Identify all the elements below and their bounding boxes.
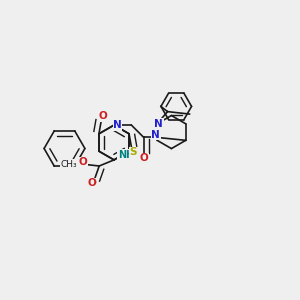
Text: N: N [152,130,160,140]
Text: O: O [99,111,107,121]
Text: O: O [140,153,148,163]
Text: N: N [113,120,122,130]
Text: O: O [78,157,87,167]
Text: N: N [154,119,163,129]
Text: CH₃: CH₃ [61,160,78,169]
Text: NH: NH [118,150,134,160]
Text: O: O [140,153,148,163]
Text: O: O [78,157,87,167]
Text: O: O [87,178,96,188]
Text: S: S [129,147,137,157]
Text: O: O [99,111,107,121]
Text: NH: NH [118,150,134,160]
Text: N: N [113,120,122,130]
Text: O: O [87,178,96,188]
Text: N: N [154,119,163,129]
Text: S: S [129,147,137,157]
Text: N: N [152,130,160,140]
Text: CH₃: CH₃ [61,160,78,169]
